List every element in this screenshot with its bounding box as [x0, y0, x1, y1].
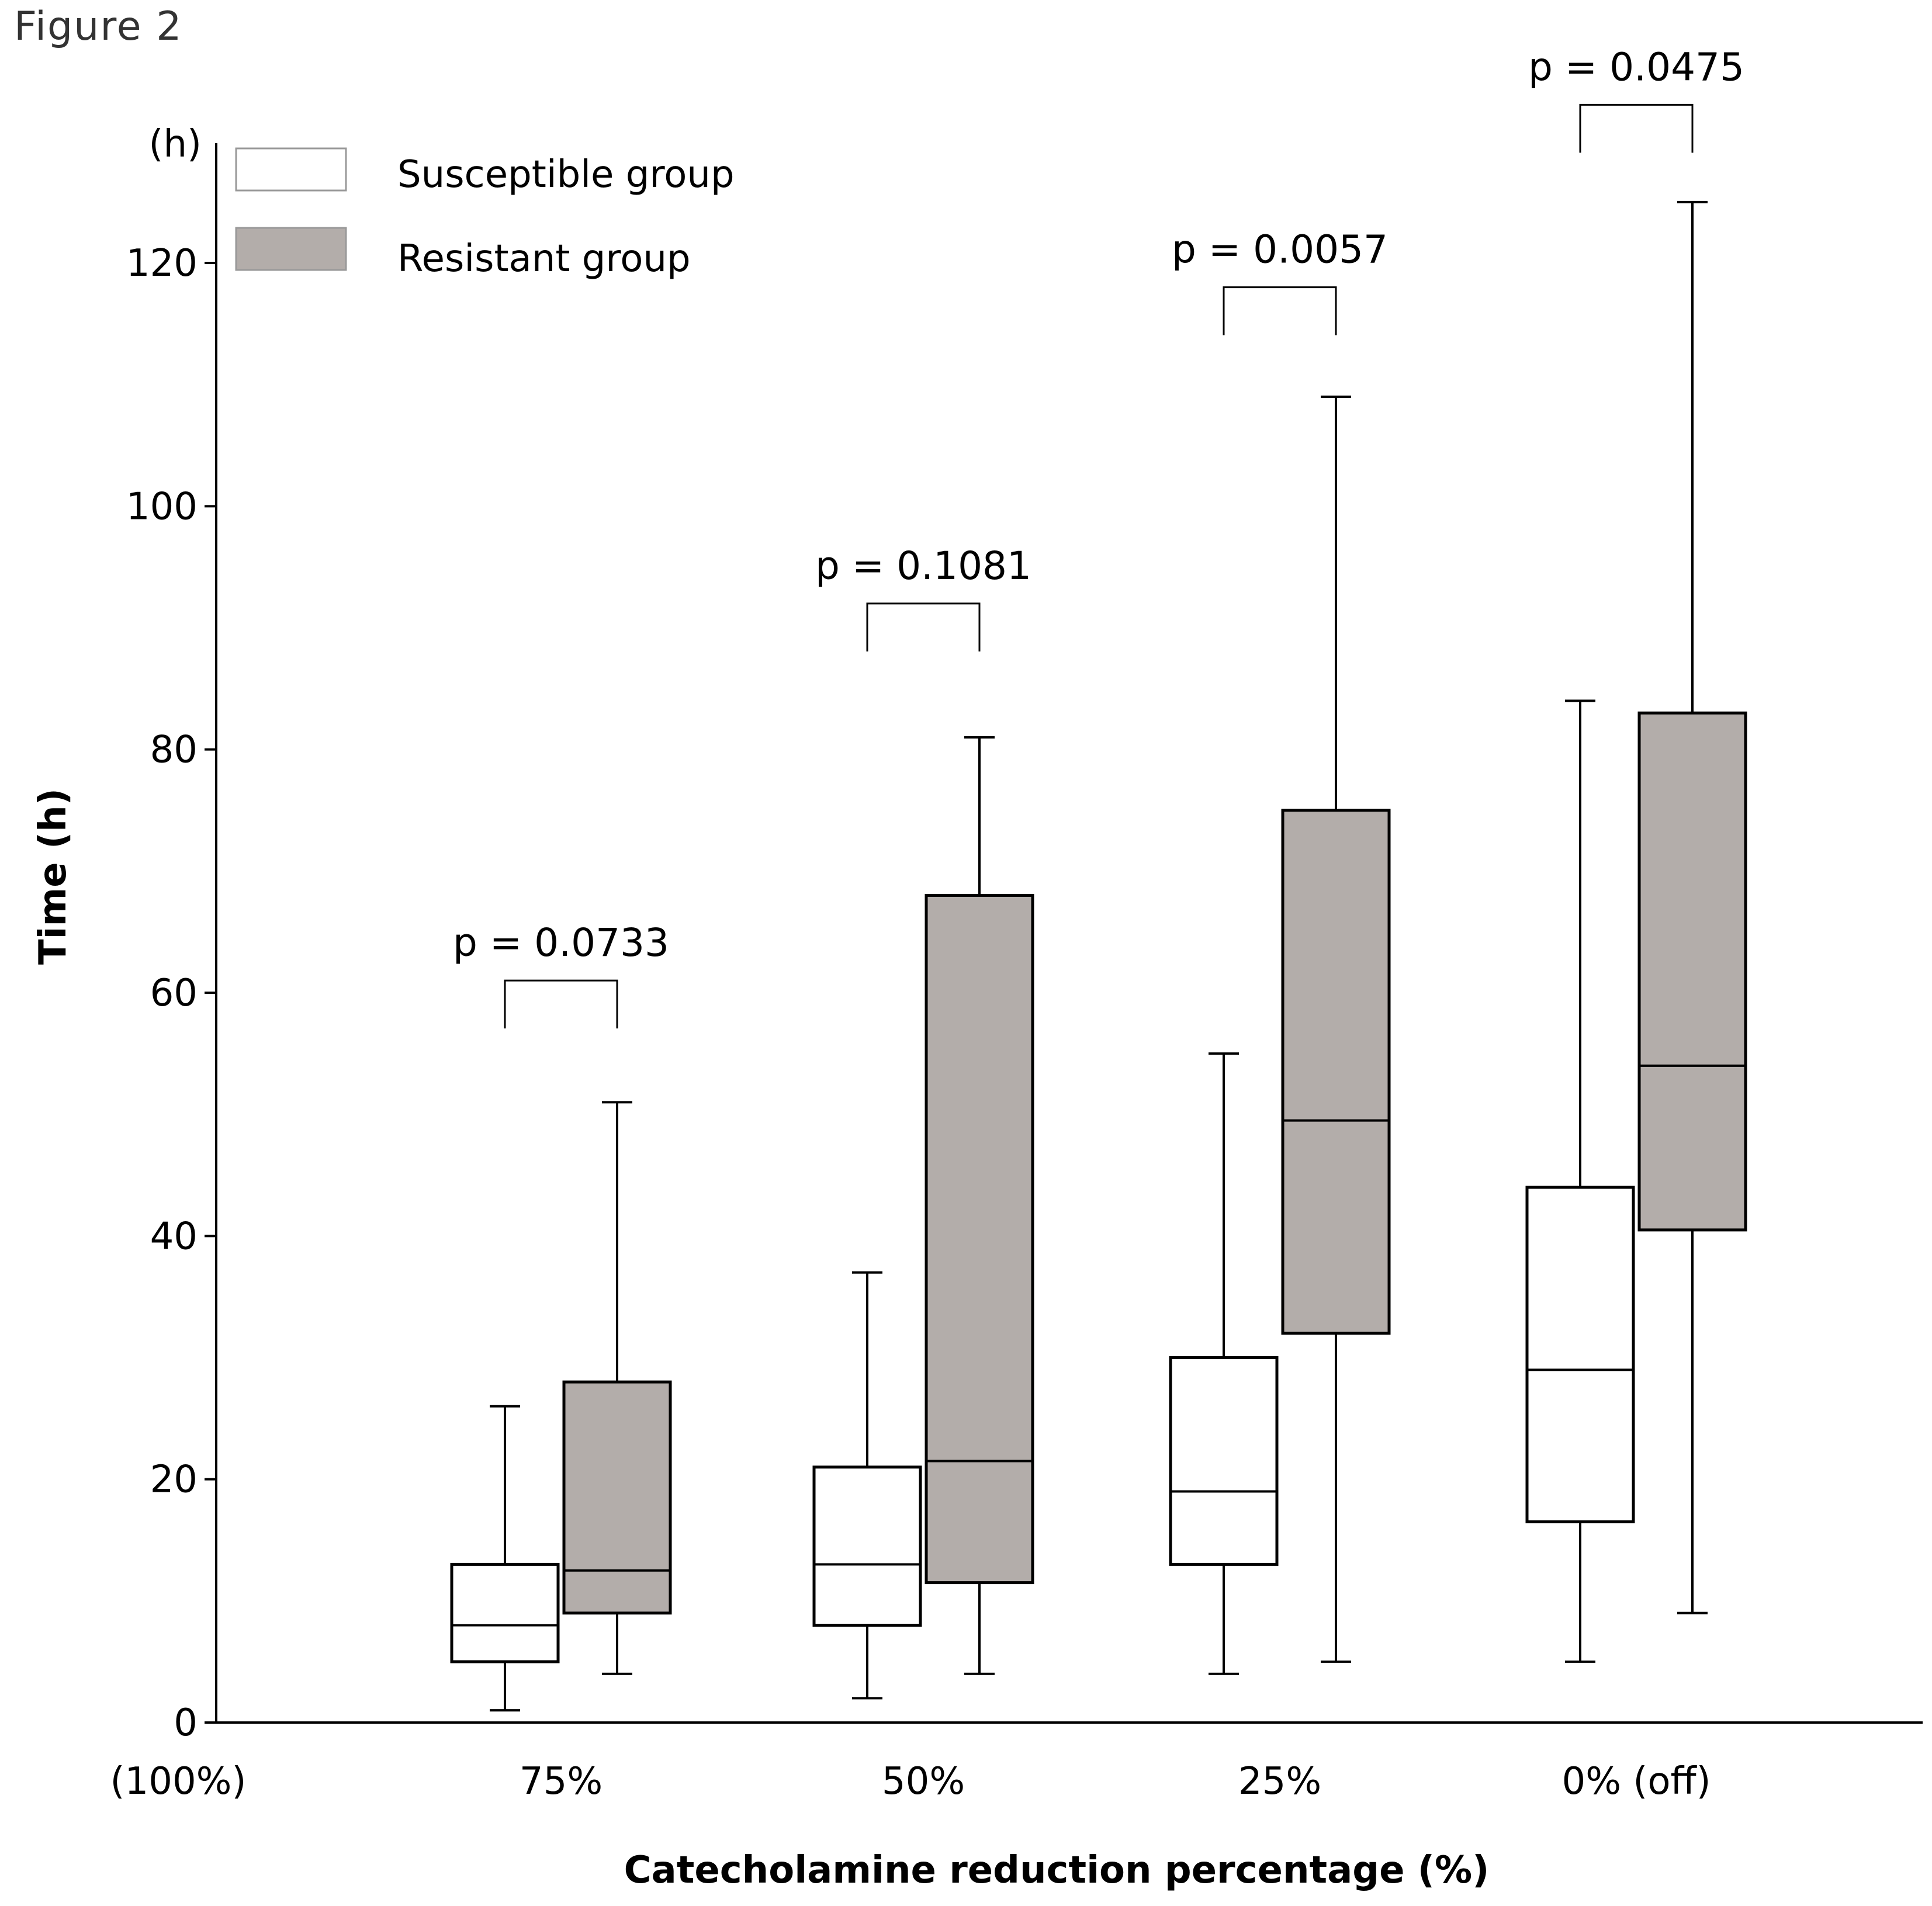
box-iqr: [1281, 809, 1391, 1335]
box-iqr: [450, 1562, 560, 1664]
significance-bracket: [1579, 103, 1694, 153]
p-value-label: p = 0.0733: [453, 920, 669, 965]
significance-bracket: [504, 979, 618, 1029]
axes: 0 20 40 60 80 100 120 75% 50% 25% 0% (off): [126, 143, 1923, 1803]
box-iqr: [1169, 1356, 1279, 1566]
figure-label: Figure 2: [14, 4, 183, 50]
susceptible-box: [812, 1271, 922, 1700]
significance-bracket: [866, 602, 981, 651]
box-iqr: [1525, 1186, 1635, 1524]
x-tick-label: 75%: [520, 1760, 603, 1803]
y-axis-title: Time (h): [32, 788, 75, 965]
p-value-annotation: p = 0.1081: [815, 543, 1031, 651]
annotations: p = 0.0733 p = 0.1081 p = 0.0057 p = 0.0475: [453, 44, 1744, 1029]
significance-bracket: [1223, 286, 1337, 335]
box-iqr: [812, 1465, 922, 1627]
x-origin-label: (100%): [110, 1760, 247, 1803]
y-unit-label: (h): [149, 123, 202, 166]
legend-label-resistant: Resistant group: [397, 237, 691, 280]
x-tick-label: 25%: [1238, 1760, 1321, 1803]
x-axis-title: Catecholamine reduction percentage (%): [624, 1849, 1490, 1892]
y-tick-label: 40: [150, 1215, 198, 1258]
resistant-box: [562, 1101, 672, 1675]
legend: Susceptible group Resistant group: [235, 147, 735, 280]
resistant-box: [1281, 395, 1391, 1663]
y-tick-label: 80: [150, 729, 198, 772]
legend-label-susceptible: Susceptible group: [397, 153, 735, 196]
boxes: [450, 200, 1747, 1712]
p-value-annotation: p = 0.0057: [1172, 227, 1388, 335]
susceptible-box: [1525, 699, 1635, 1663]
p-value-annotation: p = 0.0733: [453, 920, 669, 1029]
p-value-annotation: p = 0.0475: [1528, 44, 1744, 153]
susceptible-box: [450, 1405, 560, 1712]
x-tick-label: 50%: [882, 1760, 965, 1803]
y-tick-label: 120: [126, 242, 198, 285]
y-tick-label: 0: [174, 1701, 198, 1745]
y-tick-label: 20: [150, 1458, 198, 1502]
resistant-box: [925, 736, 1034, 1675]
susceptible-box: [1169, 1052, 1279, 1675]
box-iqr: [562, 1380, 672, 1615]
p-value-label: p = 0.1081: [815, 543, 1031, 588]
box-iqr: [1637, 711, 1747, 1232]
p-value-label: p = 0.0057: [1172, 227, 1388, 272]
x-tick-label: 0% (off): [1561, 1760, 1711, 1803]
legend-swatch-resistant: [235, 227, 347, 271]
resistant-box: [1637, 200, 1747, 1614]
y-tick-label: 100: [126, 485, 198, 528]
y-tick-label: 60: [150, 972, 198, 1015]
legend-swatch-susceptible: [235, 147, 347, 192]
p-value-label: p = 0.0475: [1528, 44, 1744, 89]
box-iqr: [925, 893, 1034, 1585]
